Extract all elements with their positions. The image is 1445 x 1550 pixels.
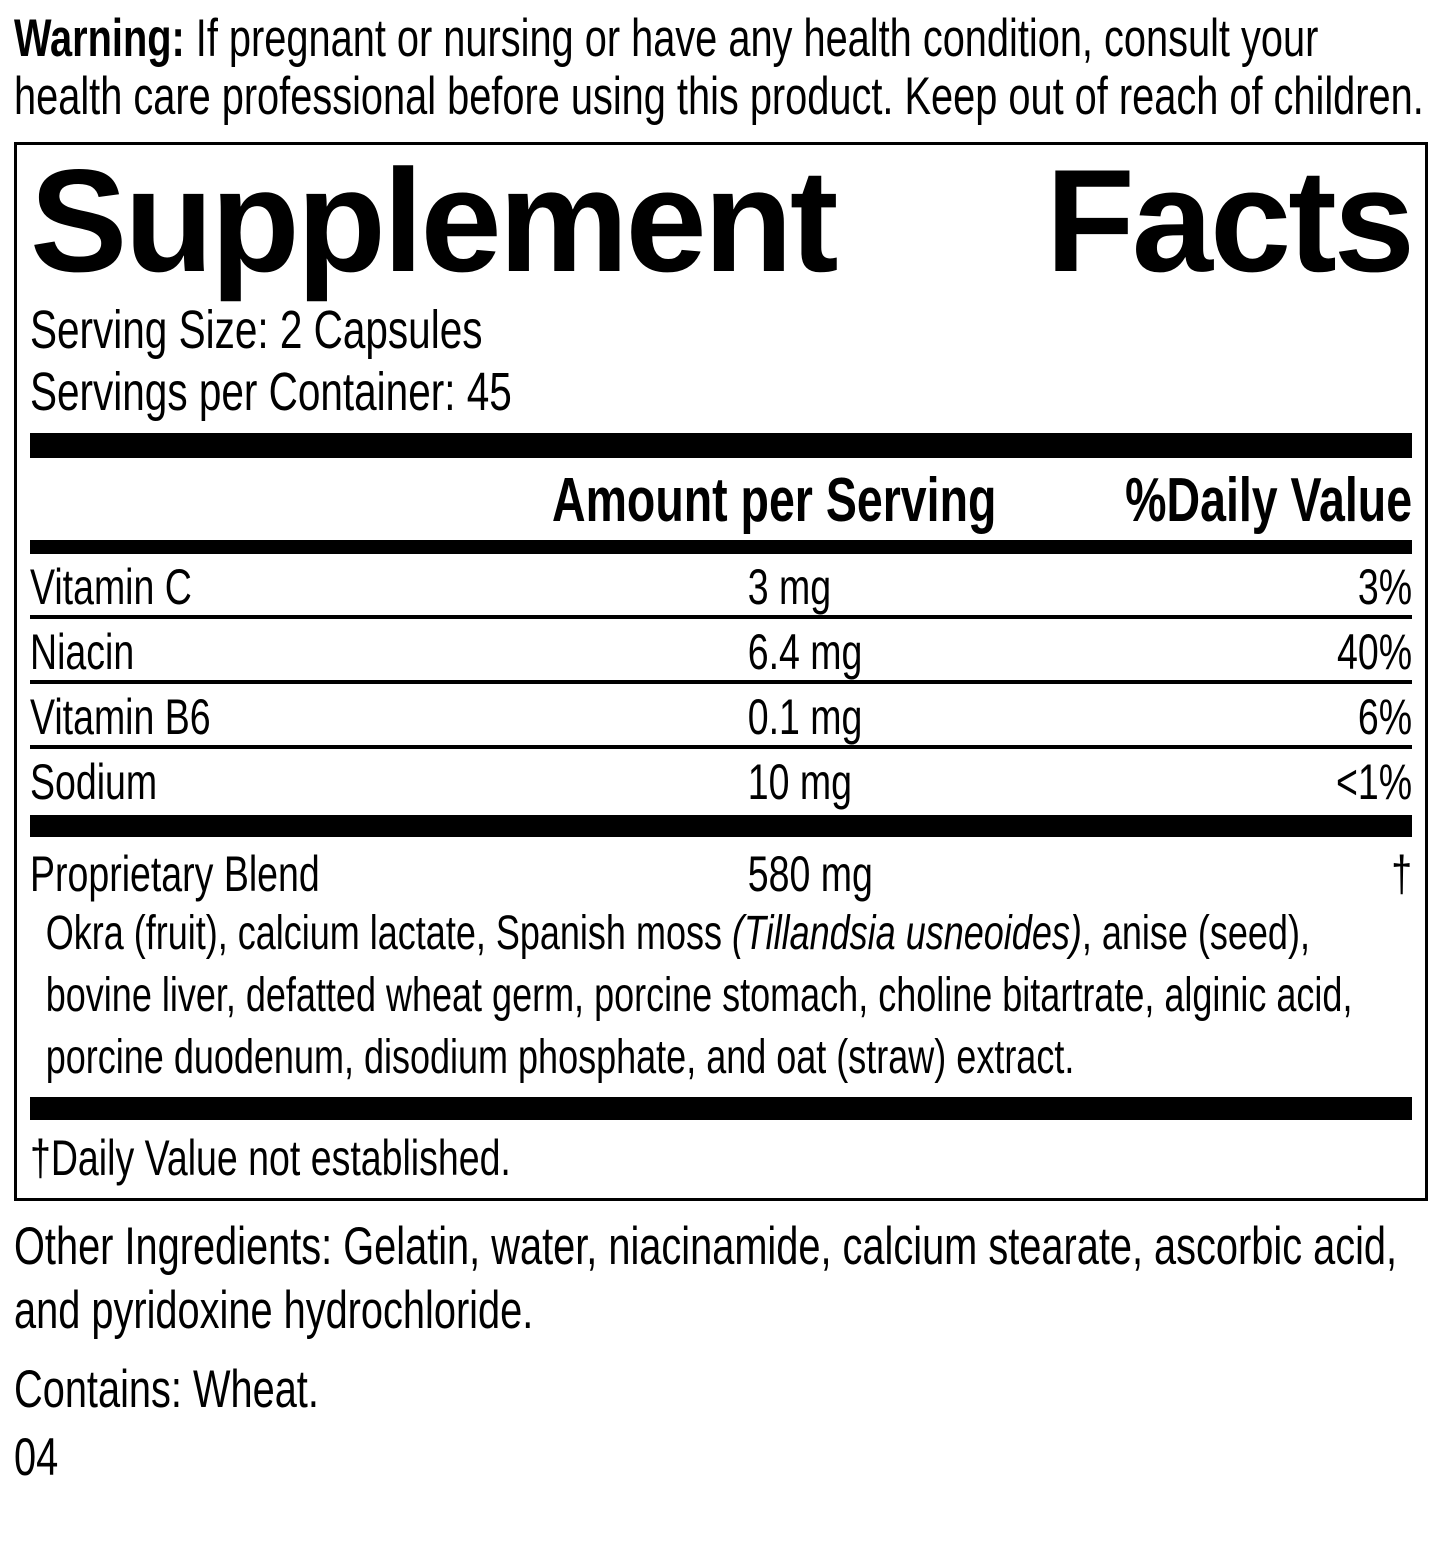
title-word-supplement: Supplement [30,139,839,302]
divider-thick-above-footnote [30,1097,1412,1120]
blend-description-species: (Tillandsia usneoides) [731,907,1082,960]
divider-thick-above-blend [30,815,1412,837]
blend-amount: 580 mg [747,846,873,902]
row-rule [30,680,1412,684]
table-row: Niacin 6.4 mg 40% [30,619,1412,680]
allergen-statement: Contains: Wheat. [14,1360,319,1419]
servings-per-container: Servings per Container: 45 [30,362,512,422]
nutrient-amount: 0.1 mg [747,689,863,745]
divider-thick-top [30,433,1412,458]
row-rule [30,615,1412,619]
nutrient-name: Vitamin C [30,559,192,615]
nutrient-dv: 6% [1357,689,1413,745]
column-header-amount-per-serving: Amount per Serving [552,466,997,535]
blend-name: Proprietary Blend [30,846,320,902]
label-code: 04 [14,1428,59,1487]
proprietary-blend-row: Proprietary Blend 580 mg † [30,837,1412,903]
row-rule [30,745,1412,749]
blend-description-pre: Okra (fruit), calcium lactate, Spanish m… [45,907,732,960]
nutrient-dv: 3% [1357,559,1413,615]
table-row: Vitamin C 3 mg 3% [30,554,1412,615]
nutrient-name: Vitamin B6 [30,689,211,745]
nutrient-amount: 10 mg [747,754,852,810]
warning-text: If pregnant or nursing or have any healt… [14,9,1424,126]
blend-description-post: , anise (seed), bovine liver, defatted w… [45,907,1353,1084]
table-header-row: Amount per Serving %Daily Value [30,458,1412,540]
serving-info: Serving Size: 2 Capsules Servings per Co… [30,299,1412,423]
nutrient-amount: 6.4 mg [747,624,863,680]
nutrient-dv: <1% [1335,754,1413,810]
panel-title: Supplement Facts [30,139,1415,302]
serving-size: Serving Size: 2 Capsules [30,300,483,360]
nutrient-dv: 40% [1337,624,1413,680]
blend-dv-dagger: † [1391,846,1413,902]
daily-value-footnote: †Daily Value not established. [30,1130,511,1186]
supplement-label-page: Warning: If pregnant or nursing or have … [14,10,1431,1487]
divider-thin-under-header [30,540,1412,554]
table-row: Sodium 10 mg <1% [30,749,1412,815]
blend-description: Okra (fruit), calcium lactate, Spanish m… [30,903,1412,1089]
warning-label: Warning: [14,9,185,68]
table-row: Vitamin B6 0.1 mg 6% [30,684,1412,745]
other-ingredients: Other Ingredients: Gelatin, water, niaci… [14,1217,1398,1340]
title-word-facts: Facts [1045,139,1415,302]
column-header-daily-value: %Daily Value [1125,466,1413,535]
nutrient-name: Sodium [30,754,158,810]
warning-paragraph: Warning: If pregnant or nursing or have … [14,10,1431,126]
nutrient-name: Niacin [30,624,135,680]
supplement-facts-panel: Supplement Facts Serving Size: 2 Capsule… [14,142,1428,1201]
nutrient-amount: 3 mg [747,559,832,615]
